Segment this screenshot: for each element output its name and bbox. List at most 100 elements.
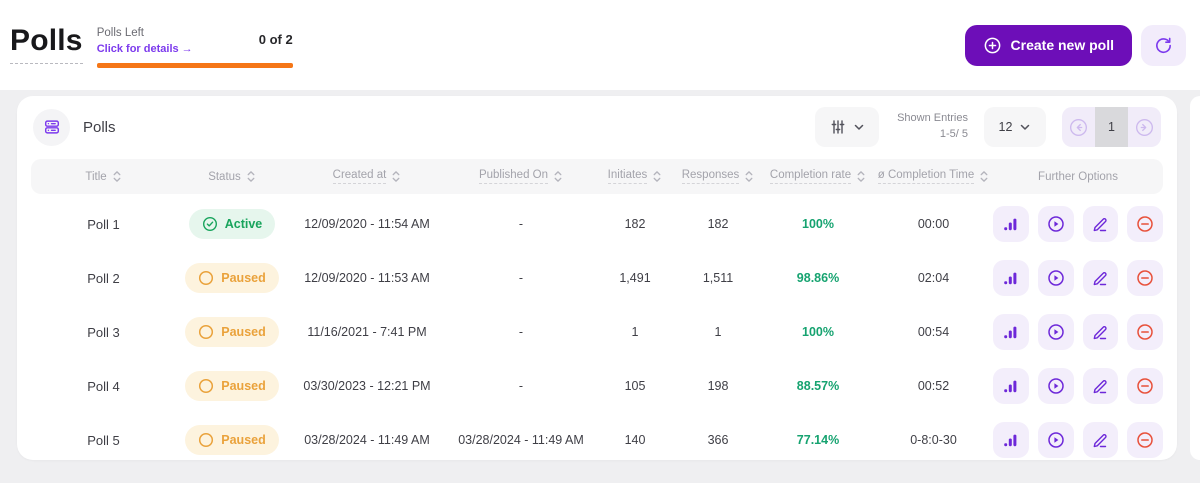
column-header-title[interactable]: Title bbox=[31, 170, 176, 183]
column-header-created-at[interactable]: Created at bbox=[288, 169, 446, 184]
circle-icon bbox=[198, 270, 214, 286]
column-header-responses[interactable]: Responses bbox=[674, 169, 762, 184]
polls-left-progress-bar bbox=[96, 62, 293, 68]
delete-poll-button[interactable] bbox=[1127, 206, 1163, 242]
pencil-icon bbox=[1092, 432, 1109, 449]
minus-circle-icon bbox=[1136, 215, 1154, 233]
play-circle-icon bbox=[1047, 215, 1065, 233]
pagination: 1 bbox=[1062, 107, 1161, 147]
pencil-icon bbox=[1092, 324, 1109, 341]
poll-title: Poll 2 bbox=[87, 270, 120, 286]
published-on: - bbox=[518, 325, 524, 339]
completion-rate: 88.57% bbox=[796, 379, 840, 393]
offscreen-card-edge bbox=[1190, 96, 1200, 460]
sort-icon bbox=[979, 170, 989, 183]
completion-time: 00:52 bbox=[917, 379, 950, 393]
edit-poll-button[interactable] bbox=[1082, 314, 1119, 350]
table-row: Poll 1 Active 12/09/2020 - 11:54 AM - 18… bbox=[31, 197, 1163, 251]
play-poll-button[interactable] bbox=[1037, 314, 1074, 350]
arrow-right-circle-icon bbox=[1134, 117, 1155, 138]
polls-left-details-link[interactable]: Click for details → bbox=[96, 42, 193, 55]
refresh-icon bbox=[1154, 36, 1173, 55]
initiates: 1 bbox=[631, 325, 639, 339]
pencil-icon bbox=[1092, 270, 1109, 287]
card-title: Polls bbox=[83, 118, 116, 136]
completion-rate: 100% bbox=[802, 325, 834, 339]
play-poll-button[interactable] bbox=[1037, 206, 1074, 242]
edit-poll-button[interactable] bbox=[1082, 368, 1119, 404]
sort-icon bbox=[744, 170, 754, 183]
poll-title: Poll 1 bbox=[87, 216, 120, 232]
poll-stats-button[interactable] bbox=[993, 260, 1029, 296]
play-poll-button[interactable] bbox=[1037, 260, 1074, 296]
edit-poll-button[interactable] bbox=[1082, 260, 1119, 296]
refresh-button[interactable] bbox=[1141, 24, 1186, 66]
minus-circle-icon bbox=[1136, 431, 1154, 449]
poll-title: Poll 4 bbox=[87, 378, 120, 394]
completion-rate: 100% bbox=[802, 217, 834, 231]
sort-icon bbox=[652, 170, 662, 183]
polls-card: Polls Shown Entries 1-5/ 5 12 bbox=[17, 96, 1177, 460]
delete-poll-button[interactable] bbox=[1127, 368, 1163, 404]
column-header-completion-rate[interactable]: Completion rate bbox=[762, 169, 874, 184]
shown-entries-value: 1-5/ 5 bbox=[939, 128, 968, 140]
bar-chart-icon bbox=[1002, 324, 1019, 341]
bar-chart-icon bbox=[1002, 216, 1019, 233]
circle-icon bbox=[198, 324, 214, 340]
initiates: 182 bbox=[624, 217, 646, 231]
completion-time: 0-8:0-30 bbox=[910, 433, 957, 447]
poll-title: Poll 5 bbox=[87, 432, 120, 448]
initiates: 105 bbox=[624, 379, 646, 393]
sort-icon bbox=[112, 170, 122, 183]
play-poll-button[interactable] bbox=[1037, 422, 1074, 458]
completion-time: 00:00 bbox=[917, 217, 950, 231]
status-badge: Paused bbox=[185, 263, 279, 293]
prev-page-button[interactable] bbox=[1062, 107, 1095, 147]
play-poll-button[interactable] bbox=[1037, 368, 1074, 404]
created-at: 12/09/2020 - 11:53 AM bbox=[304, 271, 430, 285]
column-header-status[interactable]: Status bbox=[176, 170, 288, 183]
published-on: - bbox=[518, 379, 524, 393]
column-header-completion-time[interactable]: ø Completion Time bbox=[874, 169, 993, 184]
play-circle-icon bbox=[1047, 431, 1065, 449]
completion-time: 02:04 bbox=[917, 271, 950, 285]
next-page-button[interactable] bbox=[1128, 107, 1161, 147]
completion-rate: 77.14% bbox=[796, 433, 840, 447]
sort-icon bbox=[856, 170, 866, 183]
edit-poll-button[interactable] bbox=[1082, 422, 1119, 458]
delete-poll-button[interactable] bbox=[1127, 422, 1163, 458]
published-on: - bbox=[518, 271, 524, 285]
delete-poll-button[interactable] bbox=[1127, 314, 1163, 350]
column-header-published-on[interactable]: Published On bbox=[446, 169, 596, 184]
poll-stats-button[interactable] bbox=[993, 368, 1029, 404]
page-title: Polls bbox=[10, 26, 83, 64]
edit-poll-button[interactable] bbox=[1082, 206, 1119, 242]
status-badge: Paused bbox=[185, 371, 279, 401]
sort-icon bbox=[246, 170, 256, 183]
circle-icon bbox=[198, 378, 214, 394]
shown-entries-label: Shown Entries bbox=[897, 112, 968, 125]
created-at: 12/09/2020 - 11:54 AM bbox=[304, 217, 430, 231]
column-header-initiates[interactable]: Initiates bbox=[596, 169, 674, 184]
server-icon bbox=[43, 118, 61, 136]
poll-stats-button[interactable] bbox=[993, 422, 1029, 458]
page-number[interactable]: 1 bbox=[1095, 107, 1128, 147]
poll-stats-button[interactable] bbox=[993, 206, 1029, 242]
responses: 182 bbox=[707, 217, 729, 231]
create-new-poll-button[interactable]: Create new poll bbox=[964, 24, 1132, 66]
responses: 198 bbox=[707, 379, 729, 393]
status-badge: Paused bbox=[185, 317, 279, 347]
sort-icon bbox=[391, 170, 401, 183]
minus-circle-icon bbox=[1136, 323, 1154, 341]
created-at: 11/16/2021 - 7:41 PM bbox=[307, 325, 427, 339]
arrow-left-circle-icon bbox=[1068, 117, 1089, 138]
page-size-select[interactable]: 12 bbox=[984, 107, 1046, 147]
responses: 1 bbox=[714, 325, 722, 339]
sort-icon bbox=[553, 170, 563, 183]
delete-poll-button[interactable] bbox=[1127, 260, 1163, 296]
column-filter-button[interactable] bbox=[815, 107, 880, 147]
status-badge: Active bbox=[188, 209, 276, 239]
column-header-further-options: Further Options bbox=[1038, 170, 1118, 183]
poll-stats-button[interactable] bbox=[993, 314, 1029, 350]
play-circle-icon bbox=[1047, 323, 1065, 341]
